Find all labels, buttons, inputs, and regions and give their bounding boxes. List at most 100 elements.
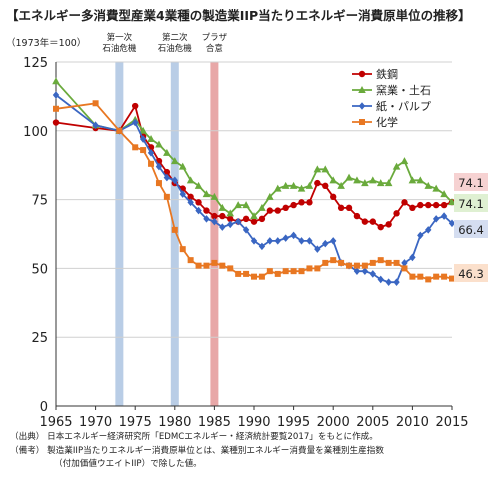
x-tick-label: 1975 (119, 415, 152, 430)
y-tick-label: 25 (31, 331, 48, 346)
end-label: 74.1 (454, 194, 488, 212)
series-4 (53, 100, 455, 283)
data-point (171, 226, 178, 233)
end-label-box (454, 194, 488, 212)
data-point (337, 204, 345, 212)
data-point (448, 219, 456, 228)
data-point (227, 220, 234, 229)
data-point (242, 201, 250, 209)
x-tick-label: 2010 (396, 415, 429, 430)
data-point (408, 176, 417, 184)
data-point (314, 179, 321, 187)
legend-item: 紙・パルプ (352, 99, 431, 113)
end-label-box (454, 220, 488, 238)
data-point (440, 190, 448, 198)
data-point (393, 210, 400, 217)
data-point (211, 259, 218, 266)
data-point (297, 184, 306, 192)
legend-item: 鉄鋼 (352, 67, 398, 81)
data-point (290, 231, 297, 240)
legend-item: 化学 (352, 115, 398, 129)
data-point (361, 218, 369, 225)
data-point (433, 273, 440, 280)
unit-label: （1973年＝100） (6, 38, 87, 49)
data-point (266, 237, 274, 245)
event-band (210, 62, 219, 406)
data-point (258, 273, 265, 280)
x-tick-label: 1965 (39, 415, 72, 430)
data-point (258, 242, 266, 251)
data-point (242, 215, 250, 223)
data-point (377, 257, 384, 264)
data-point (163, 148, 171, 156)
data-point (203, 207, 210, 214)
data-point (306, 265, 313, 272)
notes: （出典） 日本エネルギー経済研究所「EDMCエネルギー・経済統計要覧2017」を… (10, 431, 384, 472)
data-point (345, 204, 353, 212)
data-point (384, 179, 393, 187)
data-point (219, 262, 226, 269)
data-point (132, 102, 139, 110)
data-point (306, 199, 313, 206)
data-point (116, 127, 123, 134)
data-point (281, 181, 290, 189)
data-point (376, 179, 385, 187)
data-point (330, 237, 337, 245)
data-point (155, 180, 162, 187)
data-point (313, 165, 322, 173)
end-label: 46.3 (454, 264, 488, 282)
data-point (266, 207, 274, 214)
data-point (52, 77, 60, 85)
data-point (163, 193, 170, 200)
data-point (361, 262, 368, 269)
data-point (92, 121, 99, 130)
y-tick-label: 75 (31, 194, 48, 209)
data-point (417, 201, 424, 209)
data-point (203, 262, 210, 269)
data-point (416, 176, 425, 184)
data-point (187, 198, 194, 207)
legend-label: 窯業・土石 (376, 83, 431, 97)
data-point (290, 201, 297, 209)
data-point (234, 201, 242, 209)
data-point (424, 181, 433, 189)
data-point (448, 198, 456, 206)
data-point (314, 265, 321, 272)
legend-label: 化学 (376, 115, 398, 129)
end-label-value: 46.3 (458, 267, 484, 281)
remark-note-1: （備考） 製造業IIP当たりエネルギー消費原単位とは、業種別エネルギー消費量を業… (10, 445, 384, 456)
data-point (266, 268, 273, 275)
source-note: （出典） 日本エネルギー経済研究所「EDMCエネルギー・経済統計要覧2017」を… (10, 432, 378, 442)
legend-label: 鉄鋼 (376, 67, 398, 81)
x-tick-label: 2000 (317, 415, 350, 430)
data-point (282, 204, 289, 212)
event-label-plaza-accord: プラザ 合意 (201, 33, 228, 54)
y-tick-label: 50 (31, 262, 48, 277)
data-point (425, 201, 432, 209)
data-point (235, 270, 242, 277)
data-point (179, 190, 186, 198)
data-point (314, 245, 321, 253)
data-point (306, 237, 313, 245)
y-tick-label: 125 (23, 56, 48, 71)
data-point (298, 199, 305, 206)
data-point (361, 179, 369, 187)
data-point (52, 119, 60, 126)
data-point (385, 221, 392, 228)
data-point (322, 259, 329, 266)
data-point (385, 278, 392, 286)
grid (56, 61, 452, 338)
data-point (393, 278, 400, 286)
data-point (432, 215, 440, 223)
data-point (353, 212, 361, 220)
data-point (179, 246, 186, 253)
data-point (171, 157, 179, 165)
data-point (282, 234, 289, 242)
data-point (227, 215, 234, 223)
x-tick-label: 1995 (277, 415, 310, 430)
end-label-box (454, 173, 488, 191)
data-point (417, 273, 424, 280)
data-point (92, 100, 99, 107)
data-point (298, 237, 305, 245)
